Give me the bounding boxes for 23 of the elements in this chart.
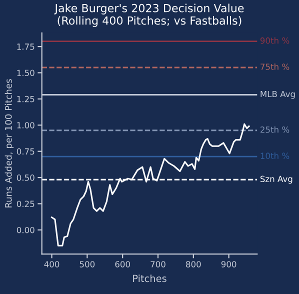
chart-title: Jake Burger's 2023 Decision Value (Rolling 400 Pitches; vs Fastballs) <box>54 4 244 27</box>
ref-line-label: Szn Avg <box>260 176 292 184</box>
ref-line-label: 10th % <box>260 152 290 159</box>
x-tick-label: 400 <box>44 261 60 268</box>
y-tick-label: 0.25 <box>16 200 34 208</box>
ref-line-label: MLB Avg <box>260 90 295 99</box>
x-tick-label: 700 <box>150 261 166 268</box>
ref-line-label: 90th % <box>260 37 290 44</box>
x-tick-label: 500 <box>80 261 95 268</box>
ref-line-label: 25th % <box>260 126 290 133</box>
x-tick-label: 600 <box>115 261 130 268</box>
y-tick-label: 0.50 <box>16 174 34 181</box>
y-tick-label: 1.00 <box>17 122 34 128</box>
x-tick-label: 800 <box>186 261 201 268</box>
x-axis-title: Pitches <box>133 274 166 282</box>
y-tick-label: 1.75 <box>17 44 34 50</box>
ref-line-label: 75th % <box>260 63 290 70</box>
x-tick-label: 900 <box>221 261 236 268</box>
y-tick-label: 0.75 <box>16 148 34 155</box>
y-tick-label: 0.00 <box>16 226 34 234</box>
y-axis-title: Runs Added, per 100 Pitches <box>4 79 14 208</box>
y-tick-label: 1.50 <box>17 70 34 76</box>
y-tick-label: 1.25 <box>17 96 34 102</box>
